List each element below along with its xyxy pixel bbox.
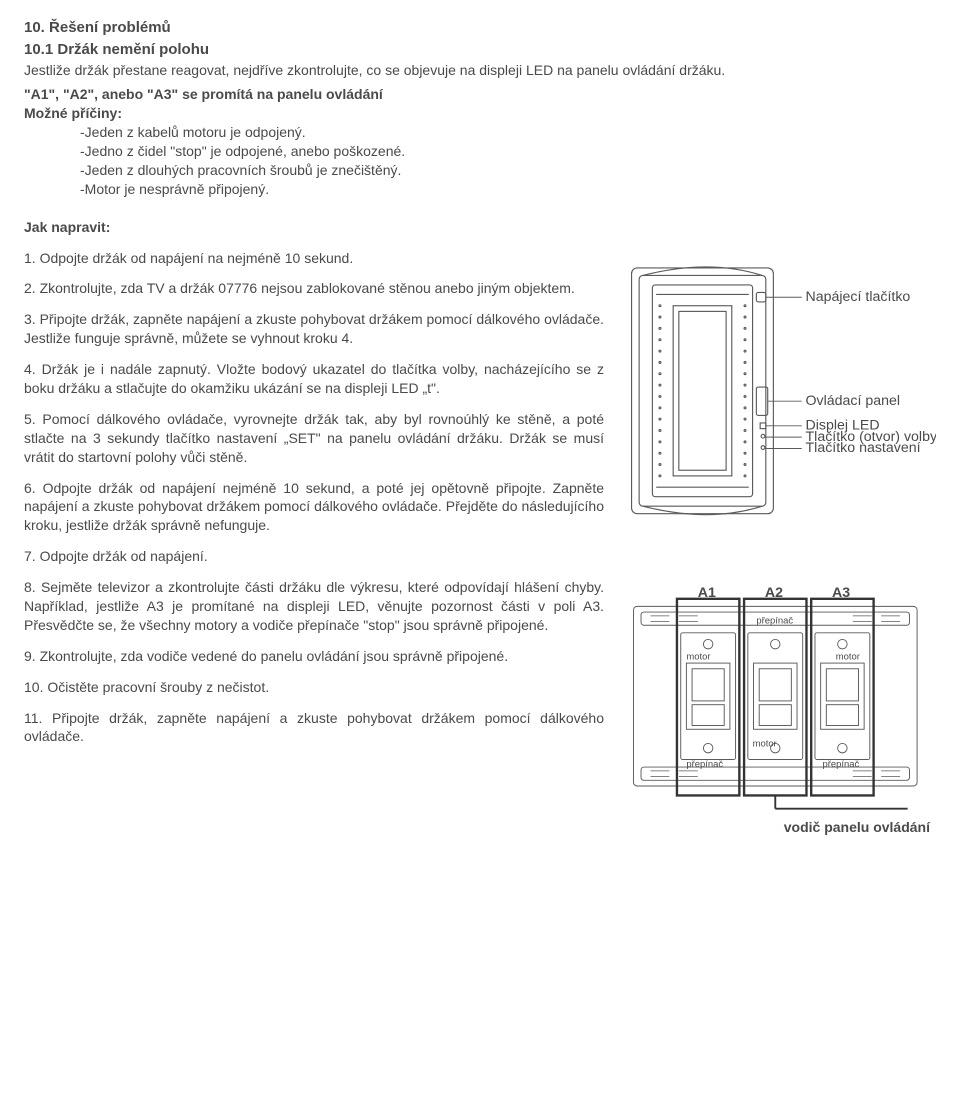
label-motor-3: motor: [753, 738, 777, 749]
label-switch-top: přepínač: [756, 615, 793, 626]
intro-p1: Jestliže držák přestane reagovat, nejdří…: [24, 61, 936, 80]
section-subtitle: 10.1 Držák nemění polohu: [24, 40, 936, 60]
left-column: 1. Odpojte držák od napájení na nejméně …: [24, 249, 604, 548]
diagram-control-panel: Napájecí tlačítko Ovládací panel Displej…: [624, 249, 936, 542]
step-7: 7. Odpojte držák od napájení.: [24, 547, 936, 566]
label-motor-1: motor: [686, 651, 710, 662]
step-3: 3. Připojte držák, zapněte napájení a zk…: [24, 310, 604, 348]
step-4: 4. Držák je i nadále zapnutý. Vložte bod…: [24, 360, 604, 398]
fix-heading: Jak napravit:: [24, 218, 936, 237]
figure-1: Napájecí tlačítko Ovládací panel Displej…: [624, 249, 936, 548]
step-6: 6. Odpojte držák od napájení nejméně 10 …: [24, 479, 604, 536]
step-10: 10. Očistěte pracovní šrouby z nečistot.: [24, 678, 604, 697]
label-switch-2: přepínač: [823, 759, 860, 770]
label-a1: A1: [698, 585, 716, 601]
step-5: 5. Pomocí dálkového ovládače, vyrovnejte…: [24, 410, 604, 467]
label-a3: A3: [832, 585, 850, 601]
label-a2: A2: [765, 585, 783, 601]
page-title: 10. Řešení problémů: [24, 18, 936, 38]
cause-3: -Jeden z dlouhých pracovních šroubů je z…: [24, 161, 936, 180]
step-1: 1. Odpojte držák od napájení na nejméně …: [24, 249, 604, 268]
intro-causes-heading: Možné příčiny:: [24, 104, 936, 123]
step-2: 2. Zkontrolujte, zda TV a držák 07776 ne…: [24, 279, 604, 298]
label-switch-1: přepínač: [686, 759, 723, 770]
figure-2-footer: vodič panelu ovládání: [624, 818, 936, 837]
intro-lead: "A1", "A2", anebo "A3" se promítá na pan…: [24, 85, 936, 104]
left-column-2: 8. Sejměte televizor a zkontrolujte část…: [24, 578, 604, 837]
step-11: 11. Připojte držák, zapněte napájení a z…: [24, 709, 604, 747]
step-9: 9. Zkontrolujte, zda vodiče vedené do pa…: [24, 647, 604, 666]
label-set: Tlačítko nastavení: [806, 440, 921, 456]
cause-1: -Jeden z kabelů motoru je odpojený.: [24, 123, 936, 142]
label-power: Napájecí tlačítko: [806, 289, 911, 305]
cause-2: -Jedno z čidel "stop" je odpojené, anebo…: [24, 142, 936, 161]
cause-4: -Motor je nesprávně připojený.: [24, 180, 936, 199]
figure-2: A1 A2 A3 přepínač motor motor motor přep…: [624, 578, 936, 837]
label-panel: Ovládací panel: [806, 393, 901, 409]
step-8: 8. Sejměte televizor a zkontrolujte část…: [24, 578, 604, 635]
diagram-motor-layout: A1 A2 A3 přepínač motor motor motor přep…: [624, 578, 936, 814]
label-motor-2: motor: [836, 651, 860, 662]
